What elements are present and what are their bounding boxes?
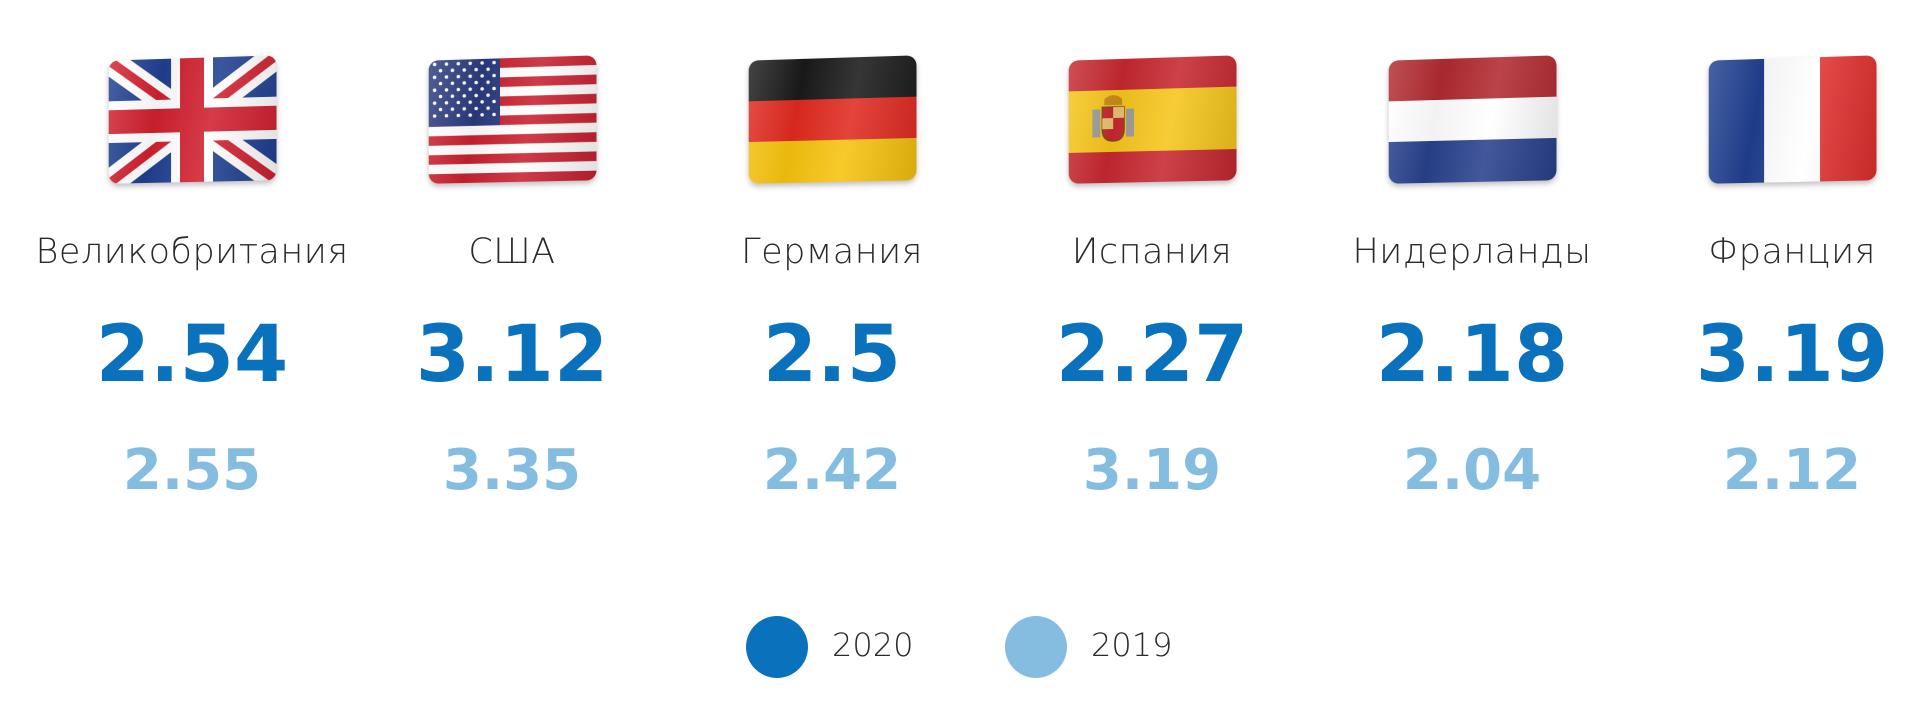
value-2019: 2.04	[1312, 436, 1632, 506]
value-2020: 3.19	[1632, 310, 1920, 400]
country-label: Великобритания	[32, 232, 352, 272]
value-2020: 3.12	[352, 310, 672, 400]
flag-france-icon	[1709, 55, 1877, 183]
country-column: Великобритания 2.54 2.55	[32, 0, 352, 520]
country-column: США 3.12 3.35	[352, 0, 672, 520]
legend-dot	[746, 616, 808, 678]
flag-spain-icon	[1069, 55, 1237, 183]
legend-label: 2019	[1091, 626, 1172, 664]
country-column: Франция 3.19 2.12	[1632, 0, 1920, 520]
country-column: Германия 2.5 2.42	[672, 0, 992, 520]
flag-netherlands-icon	[1389, 55, 1557, 183]
country-column: Испания 2.27 3.19	[992, 0, 1312, 520]
value-2020: 2.18	[1312, 310, 1632, 400]
value-2019: 2.55	[32, 436, 352, 506]
value-2019: 2.42	[672, 436, 992, 506]
value-2019: 2.12	[1632, 436, 1920, 506]
country-label: Нидерланды	[1312, 232, 1632, 272]
flag-germany-icon	[749, 55, 917, 183]
legend-label: 2020	[832, 626, 913, 664]
flag-usa-icon	[429, 55, 597, 183]
country-label: Испания	[992, 232, 1312, 272]
value-2019: 3.35	[352, 436, 672, 506]
value-2019: 3.19	[992, 436, 1312, 506]
country-label: США	[352, 232, 672, 272]
value-2020: 2.27	[992, 310, 1312, 400]
flag-uk-icon	[109, 55, 277, 183]
country-column: Нидерланды 2.18 2.04	[1312, 0, 1632, 520]
country-label: Франция	[1632, 232, 1920, 272]
value-2020: 2.54	[32, 310, 352, 400]
country-label: Германия	[672, 232, 992, 272]
value-2020: 2.5	[672, 310, 992, 400]
legend-dot	[1005, 616, 1067, 678]
